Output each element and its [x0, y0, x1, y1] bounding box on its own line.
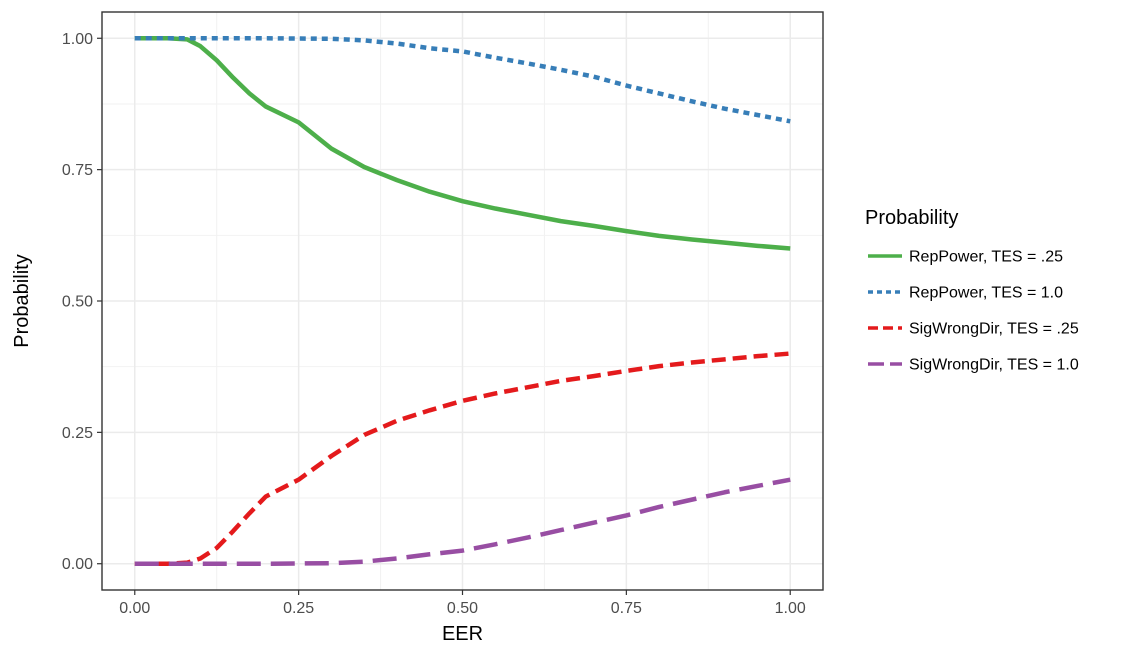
- x-tick-label: 0.25: [283, 600, 314, 617]
- series-line-4: [134, 477, 791, 566]
- legend: Probability RepPower, TES = .25RepPower,…: [865, 207, 1079, 374]
- series-lines: [134, 36, 791, 566]
- legend-label-3: SigWrongDir, TES = .25: [909, 321, 1079, 338]
- y-tick-label: 0.00: [62, 556, 93, 573]
- axes: 0.00 0.25 0.50 0.75 1.00 0.00 0.25 0.50 0.75 1.00: [62, 31, 806, 617]
- y-tick-label: 1.00: [62, 31, 93, 48]
- legend-label-4: SigWrongDir, TES = 1.0: [909, 357, 1079, 374]
- legend-title: Probability: [865, 207, 958, 229]
- y-tick-label: 0.50: [62, 294, 93, 311]
- legend-items: RepPower, TES = .25 RepPower, TES = 1.0 Si…: [868, 249, 1079, 374]
- grid-lines: [102, 12, 823, 590]
- y-tick-label: 0.25: [62, 425, 93, 442]
- legend-label-2: RepPower, TES = 1.0: [909, 285, 1063, 302]
- series-line-2: [134, 36, 791, 124]
- x-tick-label: 0.75: [611, 600, 642, 617]
- x-tick-label: 0.50: [447, 600, 478, 617]
- x-tick-label: 1.00: [775, 600, 806, 617]
- series-line-1: [134, 36, 791, 251]
- y-axis-title: Probability: [11, 254, 33, 347]
- x-axis-title: EER: [442, 623, 483, 645]
- series-line-3: [134, 351, 791, 566]
- legend-label-1: RepPower, TES = .25: [909, 249, 1063, 266]
- y-tick-label: 0.75: [62, 162, 93, 179]
- x-tick-label: 0.00: [119, 600, 150, 617]
